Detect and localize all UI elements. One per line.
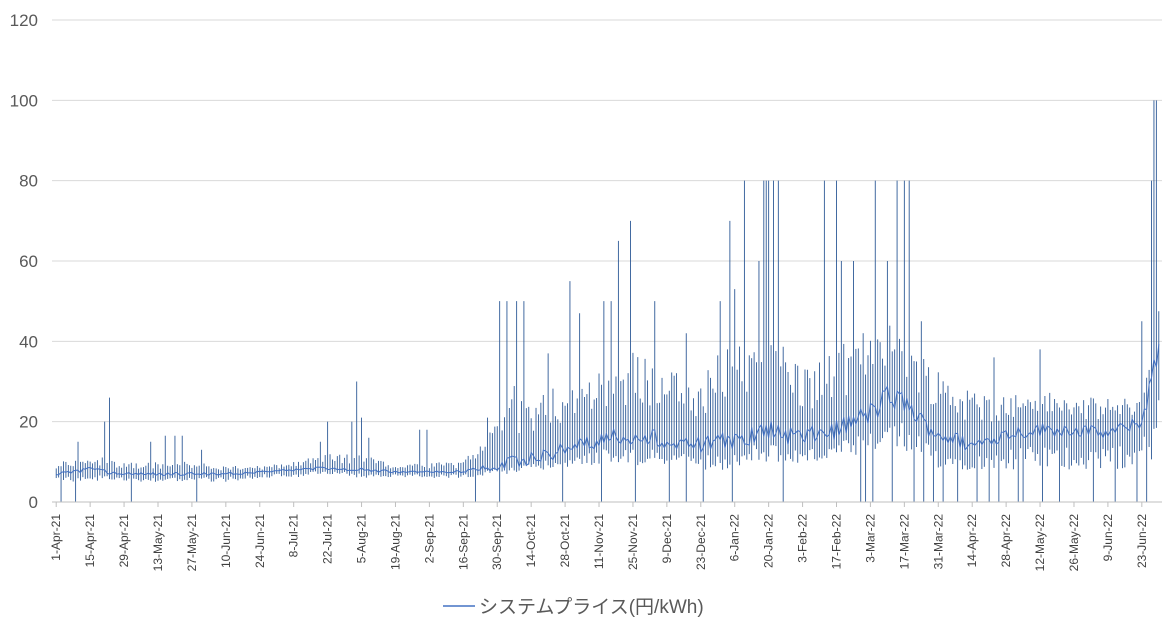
- legend: システムプライス(円/kWh): [443, 596, 704, 618]
- x-tick-label: 30-Sep-21: [490, 514, 504, 570]
- x-tick-label: 25-Nov-21: [626, 514, 640, 570]
- y-tick-label: 80: [19, 172, 38, 191]
- x-tick-label: 1-Apr-21: [49, 514, 63, 561]
- x-tick-label: 17-Mar-22: [897, 514, 911, 570]
- y-tick-label: 20: [19, 413, 38, 432]
- x-tick-label: 13-May-21: [151, 514, 165, 572]
- price-mean-line: [56, 344, 1160, 477]
- y-tick-label: 100: [10, 91, 38, 110]
- x-tick-label: 26-May-22: [1067, 514, 1081, 572]
- x-tick-label: 3-Mar-22: [863, 514, 877, 563]
- x-tick-label: 2-Sep-21: [422, 514, 436, 564]
- x-axis-ticks: 1-Apr-21 15-Apr-21 29-Apr-21 13-May-21 27-Ma…: [49, 502, 1149, 571]
- x-tick-label: 22-Jul-21: [321, 514, 335, 564]
- y-tick-label: 120: [10, 11, 38, 30]
- x-tick-label: 23-Dec-21: [694, 514, 708, 570]
- x-tick-label: 19-Aug-21: [388, 514, 402, 570]
- y-axis-ticks: 0 20 40 60 80 100 120: [10, 11, 38, 512]
- x-tick-label: 24-Jun-21: [253, 514, 267, 568]
- gridlines: [52, 19, 1162, 423]
- x-tick-label: 14-Apr-22: [965, 514, 979, 568]
- x-tick-label: 20-Jan-22: [762, 514, 776, 568]
- x-tick-label: 10-Jun-21: [219, 514, 233, 568]
- price-series-line: [56, 344, 1160, 477]
- x-tick-label: 3-Feb-22: [796, 514, 810, 563]
- x-tick-label: 6-Jan-22: [728, 514, 742, 562]
- x-tick-label: 17-Feb-22: [829, 514, 843, 570]
- y-tick-label: 40: [19, 332, 38, 351]
- y-tick-label: 0: [29, 493, 38, 512]
- x-tick-label: 15-Apr-21: [83, 514, 97, 568]
- legend-label: システムプライス(円/kWh): [479, 596, 704, 618]
- x-tick-label: 12-May-22: [1033, 514, 1047, 572]
- x-tick-label: 8-Jul-21: [287, 514, 301, 558]
- x-tick-label: 11-Nov-21: [592, 514, 606, 569]
- y-tick-label: 60: [19, 252, 38, 271]
- x-tick-label: 5-Aug-21: [355, 514, 369, 564]
- x-tick-label: 28-Apr-22: [999, 514, 1013, 568]
- price-range-bars: [55, 100, 1160, 502]
- x-tick-label: 14-Oct-21: [524, 514, 538, 568]
- x-tick-label: 9-Jun-22: [1101, 514, 1115, 562]
- x-tick-label: 23-Jun-22: [1135, 514, 1149, 568]
- x-tick-label: 27-May-21: [185, 514, 199, 572]
- x-tick-label: 29-Apr-21: [117, 514, 131, 568]
- x-tick-label: 16-Sep-21: [456, 514, 470, 570]
- x-tick-label: 31-Mar-22: [931, 514, 945, 570]
- x-tick-label: 9-Dec-21: [660, 514, 674, 564]
- x-tick-label: 28-Oct-21: [558, 514, 572, 568]
